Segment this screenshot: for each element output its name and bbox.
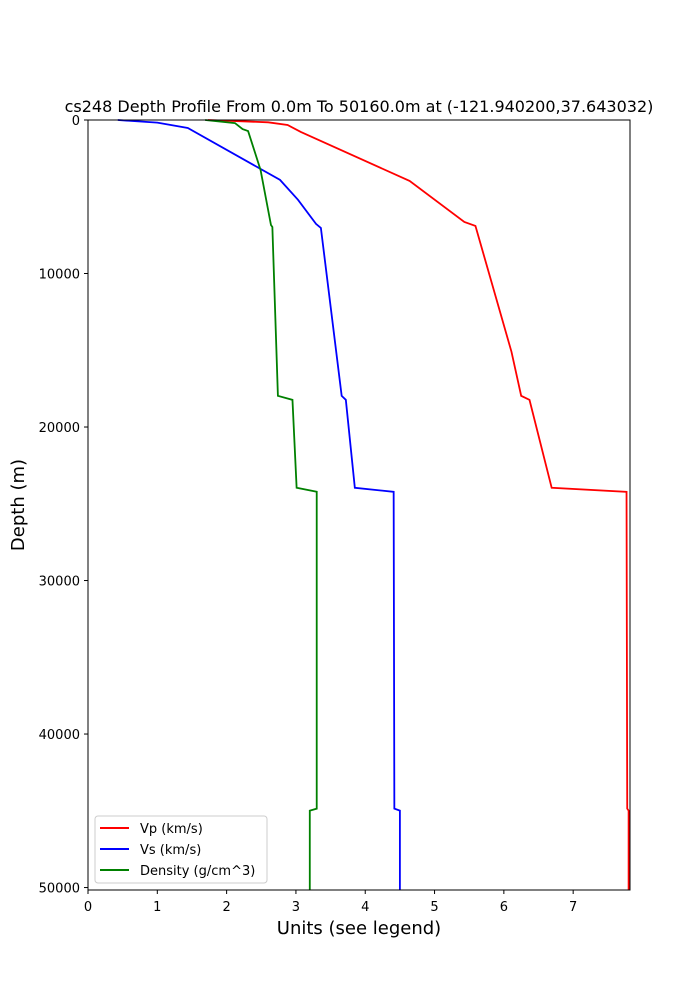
legend-box: [94, 815, 268, 884]
x-tick-label: 7: [569, 900, 577, 915]
y-axis-label: Depth (m): [8, 459, 29, 551]
plot-frame: [87, 119, 631, 891]
legend-label: Vs (km/s): [140, 843, 201, 858]
series-line-2: [205, 119, 318, 890]
x-tick-label: 1: [153, 900, 161, 915]
x-tick-label: 5: [430, 900, 438, 915]
y-tick-label: 50000: [39, 882, 80, 897]
x-axis-label: Units (see legend): [277, 918, 441, 939]
x-tick-label: 4: [361, 900, 369, 915]
y-tick-label: 0: [72, 114, 80, 129]
x-tick-label: 6: [500, 900, 508, 915]
x-axis: 0 1 2 3 4 5 6 7: [84, 890, 577, 915]
y-tick-label: 40000: [39, 728, 80, 743]
x-tick-label: 2: [222, 900, 230, 915]
y-axis: 0 10000 20000 30000 40000 50000: [39, 114, 88, 897]
series-line-0: [207, 119, 630, 890]
legend: Vp (km/s) Vs (km/s) Density (g/cm^3): [94, 815, 268, 884]
series-layer: [117, 119, 630, 890]
x-tick-label: 3: [292, 900, 300, 915]
y-tick-label: 30000: [39, 575, 80, 590]
y-tick-label: 10000: [39, 268, 80, 283]
series-line-1: [117, 119, 401, 890]
y-tick-label: 20000: [39, 421, 80, 436]
legend-label: Density (g/cm^3): [140, 864, 255, 879]
chart-title: cs248 Depth Profile From 0.0m To 50160.0…: [65, 97, 654, 116]
legend-label: Vp (km/s): [140, 822, 203, 837]
x-tick-label: 0: [84, 900, 92, 915]
